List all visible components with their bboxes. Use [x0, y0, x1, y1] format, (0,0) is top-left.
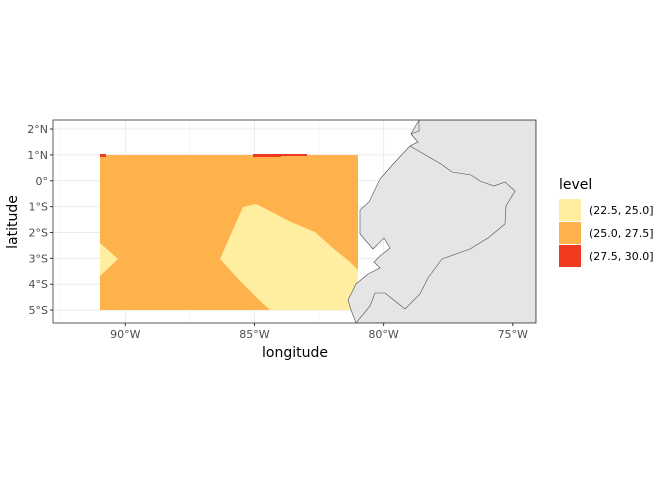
contour-level-22-5-25-east [220, 204, 358, 310]
contour-level-22-5-25-west [100, 243, 118, 276]
x-axis-title: longitude [262, 345, 328, 361]
legend: level (22.5, 25.0] (25.0, 27.5] (27.5, 30.… [559, 177, 654, 267]
y-tick-label: 0° [36, 175, 49, 188]
legend-swatch [559, 199, 581, 221]
y-tick-label: 3°S [29, 252, 48, 265]
y-tick-label: 5°S [29, 304, 48, 317]
y-tick-label: 2°S [29, 226, 48, 239]
legend-title: level [559, 177, 592, 193]
x-axis: 90°W 85°W 80°W 75°W [110, 323, 528, 341]
panel-border [52, 119, 537, 324]
legend-label: (25.0, 27.5] [589, 227, 654, 240]
y-tick-label: 2°N [27, 123, 48, 136]
y-tick-label: 4°S [29, 278, 48, 291]
contour-level-27-5-30-c [281, 154, 307, 156]
y-axis-title: latitude [5, 195, 21, 249]
y-tick-label: 1°N [27, 149, 48, 162]
y-axis: 2°N 1°N 0° 1°S 2°S 3°S 4°S 5°S [27, 123, 53, 317]
x-tick-label: 80°W [368, 328, 398, 341]
contour-level-27-5-30-b [253, 154, 281, 157]
x-tick-label: 85°W [239, 328, 269, 341]
legend-label: (22.5, 25.0] [589, 204, 654, 217]
landmass-interior-coast [355, 120, 536, 323]
contour-level-27-5-30-a [100, 154, 106, 157]
legend-swatch [559, 222, 581, 244]
x-tick-label: 75°W [498, 328, 528, 341]
temperature-raster [100, 154, 358, 310]
legend-swatch [559, 245, 581, 267]
legend-label: (27.5, 30.0] [589, 250, 654, 263]
y-tick-label: 1°S [29, 201, 48, 214]
land [347, 120, 536, 323]
x-tick-label: 90°W [110, 328, 140, 341]
